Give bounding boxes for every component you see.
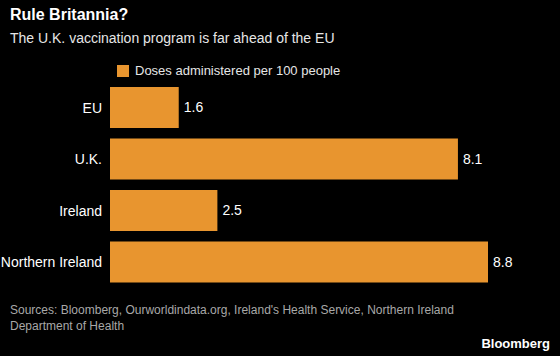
html-text:The U.K. vaccination program i: The U.K. vaccination program is far ahea…	[10, 30, 335, 46]
svg-text:EU: EU	[83, 100, 102, 116]
svg-text:U.K.: U.K.	[75, 151, 102, 167]
svg-text:Northern Ireland: Northern Ireland	[8, 254, 102, 270]
html-text:Sources: Bloomberg, Ourworldin: Sources: Bloomberg, Ourworldindata.org, …	[10, 303, 454, 333]
html-text:Doses administered per 100 peo: Doses administered per 100 people	[135, 63, 341, 78]
html-text:Bloomberg: Bloomberg	[481, 336, 550, 351]
svg-text:8.1: 8.1	[463, 151, 483, 167]
svg-text:8.8: 8.8	[493, 254, 513, 270]
svg-text:1.6: 1.6	[184, 99, 204, 115]
html-text:Rule Britannia?: Rule Britannia?	[10, 6, 129, 23]
svg-text:2.5: 2.5	[222, 202, 242, 218]
svg-text:Ireland: Ireland	[59, 203, 102, 219]
